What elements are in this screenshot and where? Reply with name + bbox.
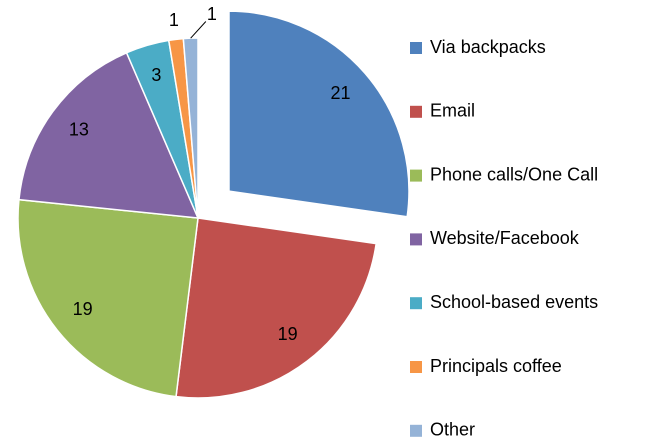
pie-slice	[175, 217, 378, 399]
data-label: 3	[151, 65, 161, 85]
pie-slice	[228, 10, 410, 218]
legend-swatch	[410, 169, 422, 182]
legend-swatch	[410, 42, 422, 54]
legend-label: School-based events	[430, 292, 598, 312]
data-label: 21	[331, 83, 351, 103]
legend-swatch	[410, 297, 422, 310]
data-label: 19	[73, 299, 93, 319]
pie-slice	[17, 198, 199, 398]
legend-swatch	[410, 233, 422, 246]
data-label: 1	[207, 4, 217, 24]
legend-label: Principals coffee	[430, 356, 562, 376]
legend-label: Other	[430, 420, 475, 440]
data-label: 13	[69, 120, 89, 140]
pie-slice	[18, 51, 200, 219]
data-label: 19	[278, 324, 298, 344]
pie-slice	[182, 37, 199, 219]
legend-label: Via backpacks	[430, 37, 546, 57]
leader-line	[190, 21, 207, 39]
legend-swatch	[410, 105, 422, 118]
legend-label: Phone calls/One Call	[430, 164, 598, 184]
legend-swatch	[410, 361, 422, 373]
legend-swatch	[410, 424, 422, 437]
legend-label: Website/Facebook	[430, 228, 580, 248]
data-label: 1	[169, 10, 179, 30]
legend-label: Email	[430, 101, 475, 121]
